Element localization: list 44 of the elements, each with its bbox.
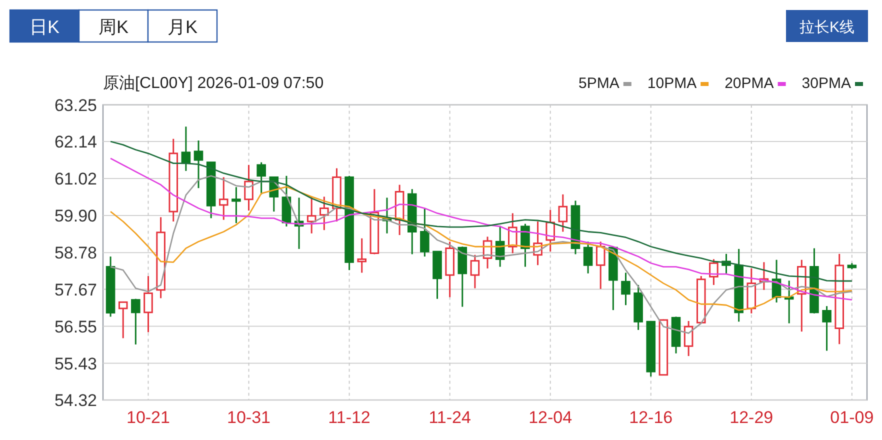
y-tick-label: 54.32 (54, 391, 97, 410)
y-tick-label: 55.43 (54, 354, 97, 374)
text: 日K (29, 17, 60, 37)
candlestick (232, 186, 241, 224)
y-tick-label: 62.14 (54, 132, 97, 152)
legend-label: 5PMA (578, 75, 620, 92)
candlestick (621, 272, 630, 306)
x-tick-label: 12-29 (730, 408, 774, 427)
candlestick (407, 188, 417, 255)
candlestick (357, 238, 366, 274)
candlestick (194, 140, 204, 189)
y-tick-label: 56.55 (54, 317, 97, 336)
candlestick (156, 216, 166, 299)
candlestick (168, 138, 178, 222)
candlestick (244, 164, 254, 212)
line-series (110, 158, 853, 301)
x-tick-label: 10-31 (227, 408, 271, 427)
candlestick (834, 253, 844, 345)
x-tick-label: 01-09 (830, 408, 874, 427)
x-tick-label: 12-16 (629, 408, 673, 427)
legend-label: 20PMA (724, 75, 774, 92)
candlestick (306, 196, 316, 234)
x-tick-label: 12-04 (528, 408, 572, 427)
y-tick-label: 63.25 (54, 96, 97, 115)
x-tick-label: 10-21 (126, 408, 170, 427)
text: 拉长K线 (799, 19, 855, 36)
y-tick-label: 59.90 (54, 206, 97, 226)
candlestick (746, 268, 756, 314)
chart-title: 原油[CL00Y] 2026-01-09 07:50 (103, 74, 324, 92)
legend-label: 30PMA (802, 75, 851, 92)
y-tick-label: 58.78 (54, 244, 97, 263)
candlestick (218, 176, 228, 221)
x-tick-label: 11-24 (428, 408, 471, 427)
y-tick-label: 61.02 (54, 170, 97, 189)
x-tick-label: 11-12 (328, 408, 370, 427)
candlestick (734, 248, 744, 322)
text: 月K (167, 17, 198, 37)
candlestick (144, 275, 153, 333)
text: 周K (98, 17, 129, 37)
y-tick-label: 57.67 (54, 280, 97, 300)
line-series (110, 140, 853, 282)
candlestick (320, 196, 329, 231)
candlestick (558, 194, 568, 232)
legend-label: 10PMA (647, 75, 697, 92)
